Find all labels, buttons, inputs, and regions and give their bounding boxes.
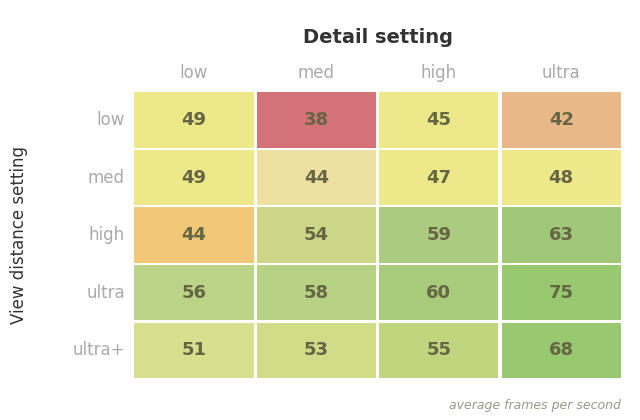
Text: 42: 42 <box>548 111 573 129</box>
Text: 63: 63 <box>548 226 573 244</box>
Text: 38: 38 <box>304 111 329 129</box>
Text: View distance setting: View distance setting <box>10 146 28 324</box>
Text: ultra: ultra <box>542 64 580 82</box>
Text: 54: 54 <box>304 226 329 244</box>
Text: med: med <box>88 169 125 186</box>
Text: Detail setting: Detail setting <box>303 28 452 47</box>
Text: 56: 56 <box>182 284 207 302</box>
Text: 59: 59 <box>426 226 451 244</box>
Text: 49: 49 <box>182 111 207 129</box>
Text: 51: 51 <box>182 341 207 359</box>
Text: average frames per second: average frames per second <box>449 399 621 412</box>
Text: ultra: ultra <box>86 284 125 302</box>
Text: 75: 75 <box>548 284 573 302</box>
Text: 45: 45 <box>426 111 451 129</box>
Text: high: high <box>89 226 125 244</box>
Text: 68: 68 <box>548 341 574 359</box>
Text: med: med <box>298 64 335 82</box>
Text: 60: 60 <box>426 284 451 302</box>
Text: low: low <box>180 64 208 82</box>
Text: low: low <box>97 111 125 129</box>
Text: 47: 47 <box>426 169 451 186</box>
Text: 49: 49 <box>182 169 207 186</box>
Text: 44: 44 <box>304 169 329 186</box>
Text: ultra+: ultra+ <box>72 341 125 359</box>
Text: 58: 58 <box>304 284 329 302</box>
Text: high: high <box>420 64 457 82</box>
Text: 44: 44 <box>182 226 207 244</box>
Text: 55: 55 <box>426 341 451 359</box>
Text: 48: 48 <box>548 169 574 186</box>
Text: 53: 53 <box>304 341 329 359</box>
